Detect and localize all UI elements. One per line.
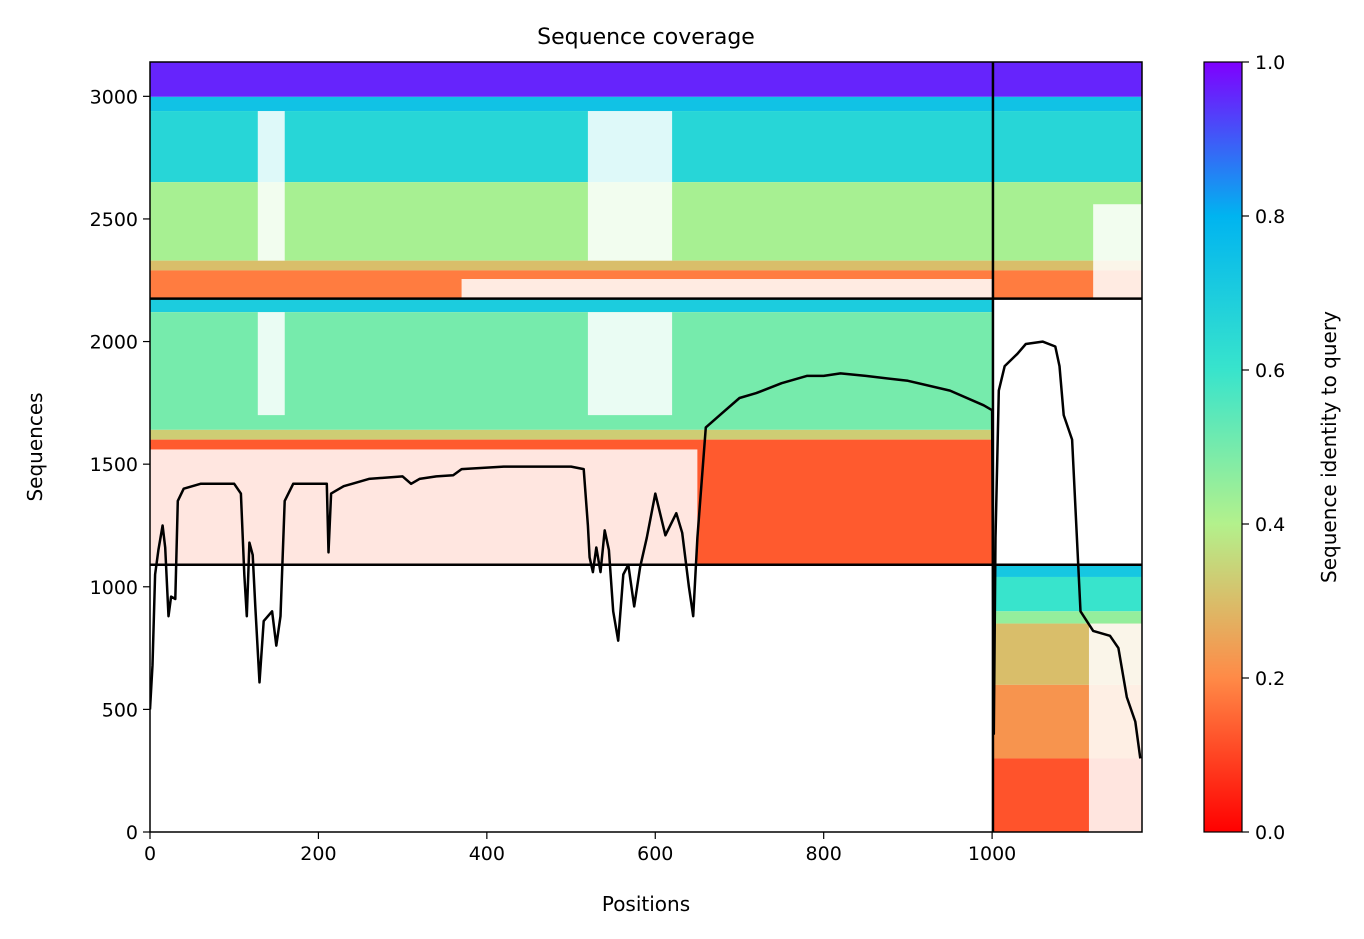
heatmap-layer (150, 62, 1142, 832)
coverage-gap (1093, 204, 1142, 299)
y-axis-ticks: 0 500 1000 1500 2000 2500 3000 (90, 86, 150, 844)
chart-title: Sequence coverage (537, 25, 755, 50)
coverage-gap (587, 111, 673, 261)
colorbar-gradient (1203, 61, 1243, 833)
colorbar-label: Sequence identity to query (1317, 311, 1341, 583)
colorbar-tick-label: 0.2 (1255, 668, 1285, 690)
x-tick-label: 400 (469, 843, 505, 865)
colorbar-tick-label: 0.4 (1255, 514, 1285, 536)
coverage-gap (257, 111, 285, 261)
y-tick-label: 3000 (90, 86, 138, 108)
coverage-gap (150, 449, 698, 565)
identity-band (150, 312, 993, 430)
x-tick-label: 0 (144, 843, 156, 865)
y-tick-label: 2500 (90, 209, 138, 231)
y-tick-label: 0 (126, 822, 138, 844)
colorbar-tick-label: 0.6 (1255, 360, 1285, 382)
block-bottom-right (992, 564, 1142, 832)
plot-area (149, 61, 1143, 833)
coverage-gap (587, 312, 673, 416)
colorbar-tick-label: 1.0 (1255, 52, 1285, 74)
identity-band (992, 564, 1142, 577)
identity-band (150, 96, 1142, 112)
y-axis-label: Sequences (23, 392, 47, 501)
coverage-gap (461, 279, 993, 299)
x-tick-label: 600 (637, 843, 673, 865)
identity-band (150, 429, 993, 440)
identity-band (150, 260, 1142, 271)
block-middle (150, 298, 993, 565)
y-tick-label: 500 (102, 699, 138, 721)
colorbar: 0.0 0.2 0.4 0.6 0.8 1.0 Sequence identity to … (1203, 52, 1341, 844)
identity-band (150, 298, 993, 313)
x-axis-label: Positions (602, 892, 690, 916)
colorbar-ticks: 0.0 0.2 0.4 0.6 0.8 1.0 (1242, 52, 1285, 844)
identity-band (150, 62, 1142, 97)
colorbar-tick-label: 0.0 (1255, 822, 1285, 844)
y-tick-label: 1500 (90, 454, 138, 476)
x-tick-label: 200 (300, 843, 336, 865)
coverage-gap (1088, 623, 1142, 832)
identity-band (992, 576, 1142, 612)
colorbar-tick-label: 0.8 (1255, 206, 1285, 228)
coverage-line (150, 340, 1142, 759)
y-tick-label: 1000 (90, 577, 138, 599)
identity-band (992, 611, 1142, 624)
plot-frame (149, 61, 1143, 833)
x-tick-label: 800 (806, 843, 842, 865)
x-axis-ticks: 0 200 400 600 800 1000 (144, 832, 1016, 865)
block-top (150, 62, 1142, 299)
coverage-gap (257, 312, 285, 416)
x-tick-label: 1000 (968, 843, 1016, 865)
coverage-layer (150, 340, 1142, 759)
y-tick-label: 2000 (90, 332, 138, 354)
